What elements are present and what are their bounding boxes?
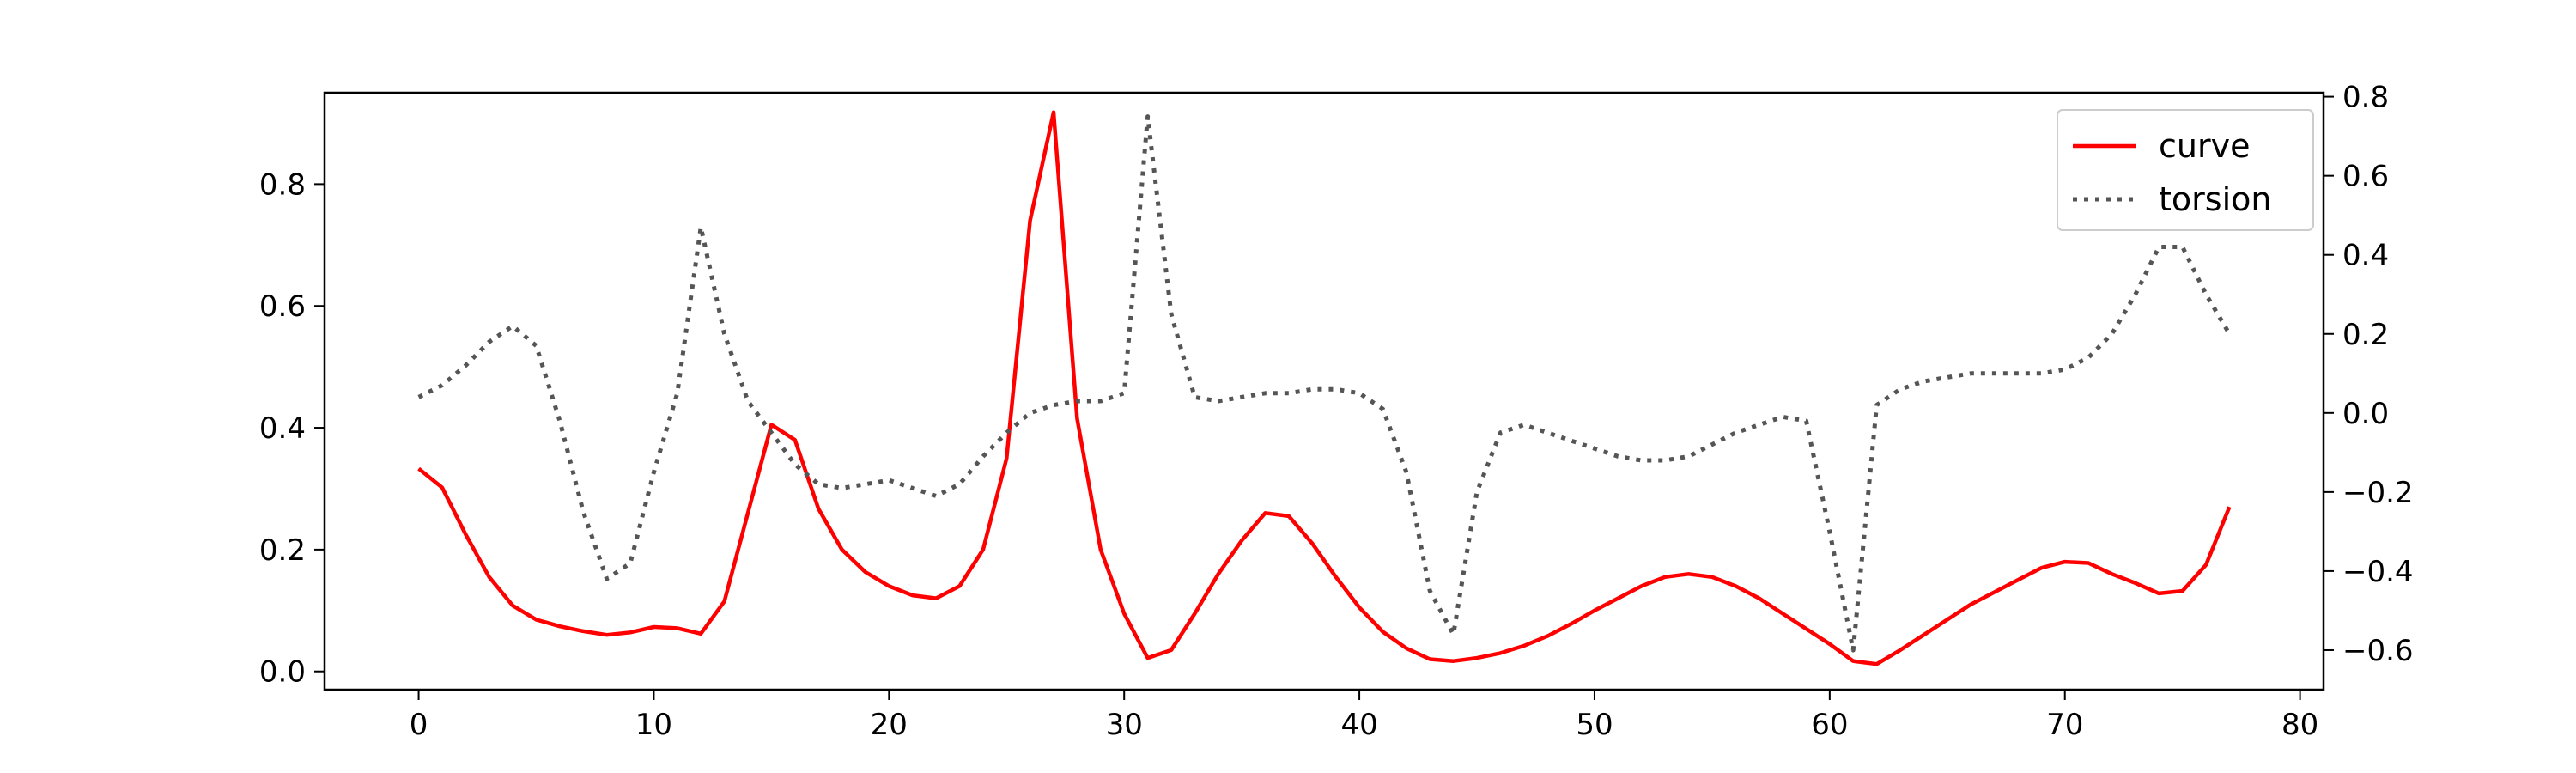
y-right-tick-label: 0.4 [2342, 239, 2389, 273]
series-line-torsion [417, 114, 2232, 653]
plot-frame [323, 91, 2325, 691]
y-right-tick-label: 0.6 [2342, 160, 2389, 194]
axes: 0 10 20 30 40 50 60 70 80 0.0 0.2 0.4 0.6 0.8 −0.6 −0.4… [259, 81, 2414, 742]
x-tick-label: 80 [2281, 708, 2318, 742]
y-left-tick-label: 0.4 [259, 411, 306, 446]
y-right-tick-label: −0.2 [2342, 476, 2414, 510]
legend: curve torsion [2057, 109, 2314, 231]
y-left-tick-label: 0.0 [259, 655, 306, 690]
y-right-tick-label: −0.6 [2342, 634, 2414, 668]
y-right-tick-label: 0.2 [2342, 318, 2389, 352]
x-tick-label: 50 [1576, 708, 1613, 742]
x-tick-label: 40 [1340, 708, 1377, 742]
legend-label-torsion: torsion [2159, 180, 2271, 218]
x-tick-label: 10 [635, 708, 672, 742]
y-left-tick-label: 0.8 [259, 167, 306, 202]
y-right-tick-label: −0.4 [2342, 555, 2414, 589]
x-tick-label: 30 [1106, 708, 1143, 742]
y-left-tick-label: 0.2 [259, 533, 306, 568]
legend-label-curve: curve [2159, 127, 2250, 165]
x-tick-label: 70 [2046, 708, 2083, 742]
y-right-tick-label: 0.0 [2342, 397, 2389, 431]
plot-area [417, 110, 2232, 666]
x-tick-label: 60 [1811, 708, 1848, 742]
y-left-tick-label: 0.6 [259, 289, 306, 324]
series-line-curve [417, 110, 2232, 666]
y-right-tick-label: 0.8 [2342, 81, 2389, 115]
x-tick-label: 0 [410, 708, 428, 742]
x-tick-label: 20 [871, 708, 908, 742]
